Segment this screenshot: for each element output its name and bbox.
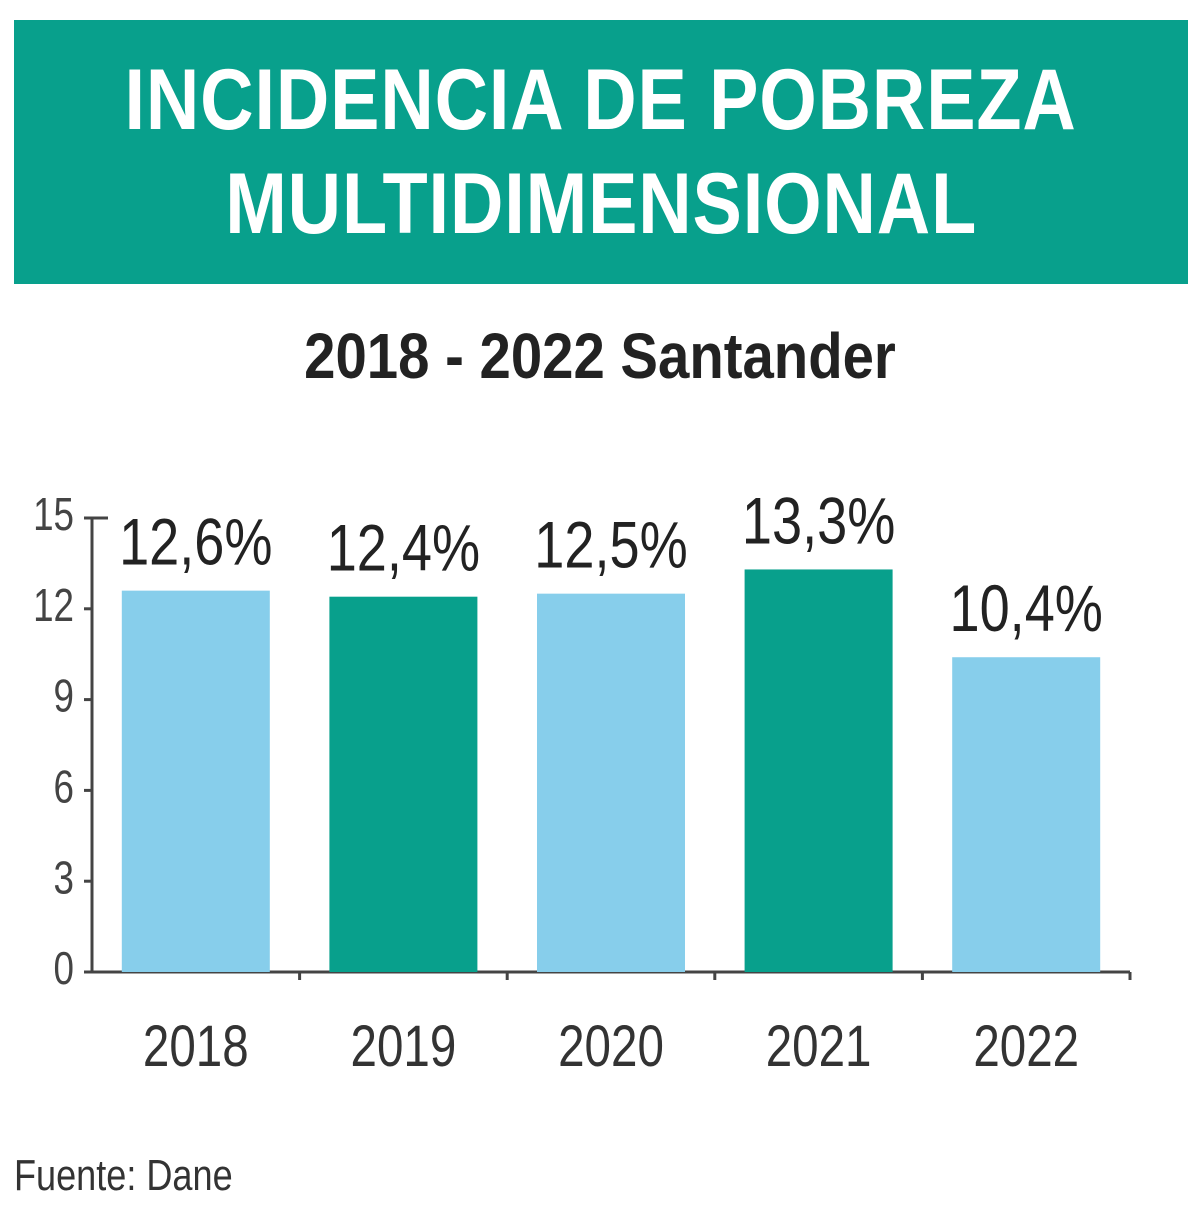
data-label-2019: 12,4% <box>327 511 480 585</box>
data-label-2022: 10,4% <box>949 571 1102 645</box>
y-tick-label: 0 <box>54 942 74 994</box>
y-tick-label: 9 <box>54 670 74 722</box>
chart-subtitle: 2018 - 2022 Santander <box>304 320 896 392</box>
bar-2018 <box>121 590 270 972</box>
bar-2019 <box>329 596 478 972</box>
x-tick-label-2021: 2021 <box>766 1015 872 1080</box>
data-label-2020: 12,5% <box>534 508 687 582</box>
bar-2021 <box>744 569 893 972</box>
title-banner: INCIDENCIA DE POBREZA MULTIDIMENSIONAL <box>14 20 1188 284</box>
x-tick-label-2022: 2022 <box>973 1015 1079 1080</box>
source-note: Fuente: Dane <box>14 1151 233 1200</box>
bar-chart: 0 3 6 9 12 15 12,6% 2018 12,4% 2019 12,5% 2020 13,3%… <box>0 470 1200 1110</box>
x-tick-label-2018: 2018 <box>143 1015 249 1080</box>
y-tick-label: 12 <box>33 579 74 631</box>
y-tick-label: 3 <box>54 851 74 903</box>
y-tick-label: 6 <box>54 761 74 813</box>
x-tick-label-2019: 2019 <box>351 1015 457 1080</box>
data-label-2018: 12,6% <box>119 504 272 578</box>
x-tick-label-2020: 2020 <box>558 1015 664 1080</box>
chart-title-line-2: MULTIDIMENSIONAL <box>225 156 977 252</box>
chart-title-line-1: INCIDENCIA DE POBREZA <box>124 52 1078 148</box>
bar-chart-svg: 0 3 6 9 12 15 12,6% 2018 12,4% 2019 12,5% 2020 13,3%… <box>33 483 1132 1080</box>
bar-2020 <box>537 593 685 972</box>
data-label-2021: 13,3% <box>742 483 895 557</box>
y-tick-label: 15 <box>33 488 74 540</box>
bar-2022 <box>952 657 1101 972</box>
